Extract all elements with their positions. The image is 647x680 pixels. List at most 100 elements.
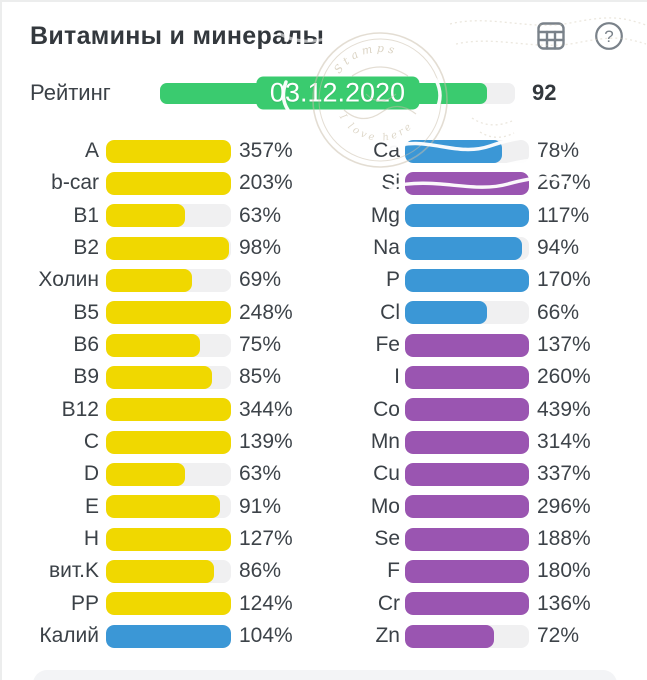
- nutrient-label: P: [385, 268, 400, 292]
- nutrient-row[interactable]: C 139%: [2, 426, 332, 458]
- nutrient-bar-fill: [405, 139, 502, 163]
- nutrient-value: 91%: [239, 494, 282, 518]
- nutrient-row[interactable]: Se 188%: [332, 523, 647, 555]
- nutrient-bar-track: [106, 171, 231, 195]
- nutrient-bar-track: [106, 462, 231, 486]
- nutrient-bar-fill: [405, 268, 529, 292]
- nutrient-row[interactable]: H 127%: [2, 523, 332, 555]
- nutrient-bar-fill: [405, 333, 529, 357]
- nutrient-row[interactable]: B6 75%: [2, 329, 332, 361]
- nutrient-row[interactable]: PP 124%: [2, 588, 332, 620]
- nutrient-row[interactable]: D 63%: [2, 458, 332, 490]
- nutrient-row[interactable]: I 260%: [332, 361, 647, 393]
- nutrient-bar-track: [106, 268, 231, 292]
- rating-row: Рейтинг 03.12.2020 92: [30, 76, 647, 110]
- nutrient-bar-track: [405, 139, 529, 163]
- nutrient-row[interactable]: Co 439%: [332, 394, 647, 426]
- nutrient-label: B2: [73, 236, 99, 260]
- nutrient-value: 94%: [537, 236, 580, 260]
- nutrient-row[interactable]: Na 94%: [332, 232, 647, 264]
- nutrient-value: 85%: [239, 365, 282, 389]
- nutrient-row[interactable]: Cl 66%: [332, 297, 647, 329]
- nutrient-row[interactable]: B5 248%: [2, 297, 332, 329]
- nutrient-value: 203%: [239, 171, 293, 195]
- nutrient-value: 314%: [537, 430, 591, 454]
- nutrient-bar-fill: [405, 171, 529, 195]
- nutrient-bar-fill: [106, 171, 231, 195]
- nutrient-bar-track: [106, 301, 231, 325]
- nutrient-value: 66%: [537, 300, 580, 324]
- nutrient-bar-track: [106, 592, 231, 616]
- nutrient-bar-fill: [405, 624, 495, 648]
- nutrient-row[interactable]: F 180%: [332, 555, 647, 587]
- nutrient-row[interactable]: B12 344%: [2, 394, 332, 426]
- rating-bar[interactable]: 03.12.2020: [160, 76, 515, 110]
- nutrient-label: B12: [61, 397, 99, 421]
- nutrient-value: 78%: [537, 139, 580, 163]
- nutrient-row[interactable]: E 91%: [2, 491, 332, 523]
- help-button[interactable]: ?: [593, 20, 625, 52]
- nutrient-bar-track: [405, 559, 529, 583]
- nutrient-row[interactable]: B1 63%: [2, 200, 332, 232]
- nutrient-row[interactable]: B9 85%: [2, 361, 332, 393]
- table-view-button[interactable]: [535, 20, 567, 52]
- nutrient-bar-track: [405, 365, 529, 389]
- nutrient-label: C: [83, 430, 99, 454]
- nutrient-value: 248%: [239, 300, 293, 324]
- nutrient-value: 137%: [537, 333, 591, 357]
- nutrient-bar-track: [106, 527, 231, 551]
- nutrient-bar-fill: [106, 527, 231, 551]
- nutrient-label: D: [83, 462, 99, 486]
- nutrient-bar-track: [106, 139, 231, 163]
- nutrient-row[interactable]: Калий 104%: [2, 620, 332, 652]
- nutrient-row[interactable]: Mn 314%: [332, 426, 647, 458]
- svg-text:?: ?: [604, 27, 613, 46]
- nutrient-bar-fill: [405, 527, 529, 551]
- nutrient-row[interactable]: Cr 136%: [332, 588, 647, 620]
- nutrient-value: 296%: [537, 494, 591, 518]
- nutrient-row[interactable]: Холин 69%: [2, 264, 332, 296]
- nutrient-value: 170%: [537, 268, 591, 292]
- nutrient-row[interactable]: вит.K 86%: [2, 555, 332, 587]
- vitamins-column: A 357% b-car 203% B1 63% B2 98% Холин 69…: [2, 135, 332, 652]
- nutrient-row[interactable]: Si 267%: [332, 167, 647, 199]
- nutrient-row[interactable]: Ca 78%: [332, 135, 647, 167]
- nutrient-bar-fill: [106, 365, 213, 389]
- nutrient-bar-fill: [405, 204, 529, 228]
- nutrient-row[interactable]: Mo 296%: [332, 491, 647, 523]
- nutrient-label: B5: [73, 300, 99, 324]
- nutrient-row[interactable]: Cu 337%: [332, 458, 647, 490]
- nutrient-label: A: [84, 139, 99, 163]
- nutrient-label: Fe: [375, 333, 400, 357]
- footer-button[interactable]: [33, 670, 617, 680]
- nutrient-bar-track: [405, 624, 529, 648]
- nutrient-value: 260%: [537, 365, 591, 389]
- nutrient-row[interactable]: A 357%: [2, 135, 332, 167]
- nutrient-row[interactable]: Zn 72%: [332, 620, 647, 652]
- nutrient-bar-track: [106, 398, 231, 422]
- nutrient-label: F: [387, 559, 400, 583]
- nutrient-bar-fill: [106, 495, 220, 519]
- nutrient-value: 337%: [537, 462, 591, 486]
- nutrient-bar-track: [405, 301, 529, 325]
- nutrient-value: 267%: [537, 171, 591, 195]
- date-overlay: 03.12.2020: [255, 76, 420, 110]
- nutrient-value: 124%: [239, 591, 293, 615]
- nutrient-row[interactable]: P 170%: [332, 264, 647, 296]
- nutrient-row[interactable]: B2 98%: [2, 232, 332, 264]
- nutrient-bar-track: [106, 365, 231, 389]
- nutrient-value: 63%: [239, 462, 282, 486]
- nutrient-value: 439%: [537, 397, 591, 421]
- panel-header: Витамины и минералы ?: [2, 2, 647, 52]
- nutrient-bar-fill: [106, 559, 214, 583]
- nutrient-bar-track: [405, 462, 529, 486]
- nutrient-bar-fill: [405, 430, 529, 454]
- rating-value: 92: [532, 80, 557, 105]
- nutrient-bar-fill: [106, 333, 200, 357]
- nutrient-label: Na: [373, 236, 400, 260]
- nutrient-row[interactable]: Fe 137%: [332, 329, 647, 361]
- nutrient-row[interactable]: Mg 117%: [332, 200, 647, 232]
- nutrient-row[interactable]: b-car 203%: [2, 167, 332, 199]
- nutrient-bar-track: [405, 592, 529, 616]
- nutrient-bar-track: [405, 333, 529, 357]
